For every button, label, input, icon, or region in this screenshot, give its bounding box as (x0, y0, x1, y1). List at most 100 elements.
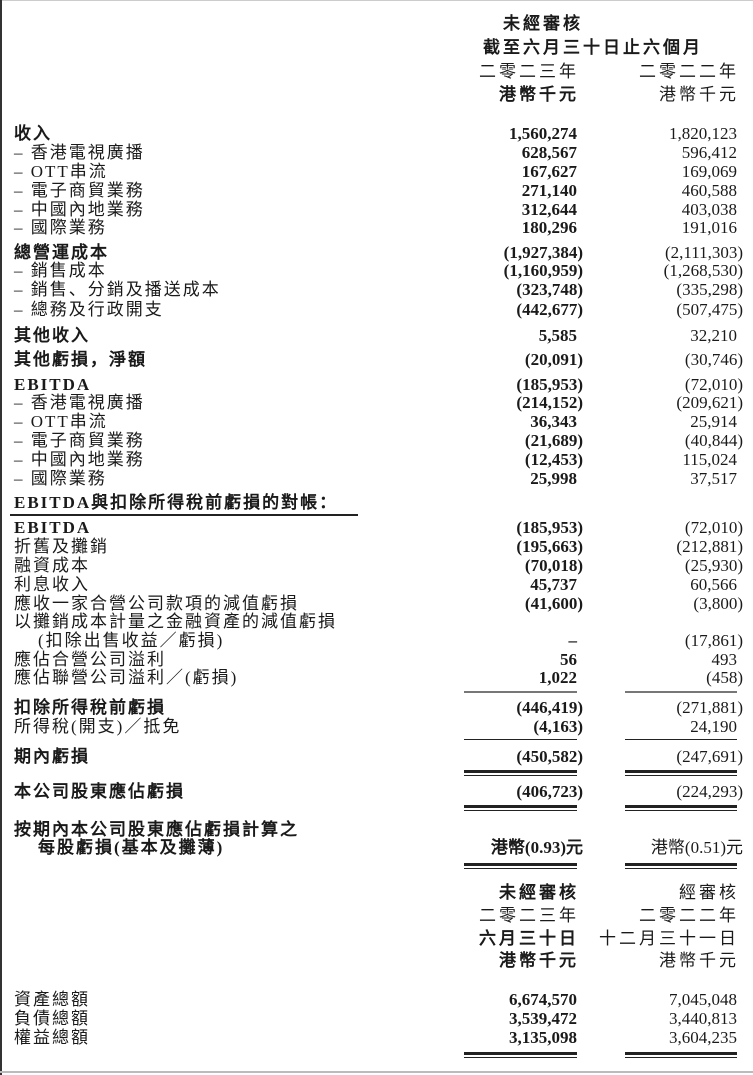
row-label: – 國際業務 (14, 469, 107, 488)
statement-row: 其他收入 5,585 32,210 (0, 326, 753, 346)
statement-row: 利息收入 45,737 60,566 (0, 575, 753, 595)
value-prior-period: 25,914 (690, 412, 737, 431)
statement-row: 應佔合營公司溢利 56 493 (0, 650, 753, 670)
value-current-period: 56 (560, 650, 577, 669)
value-prior-period: (335,298) (676, 280, 743, 299)
value-prior-period: (271,881) (676, 698, 743, 717)
value-current-period: (1,160,959) (503, 261, 583, 280)
statement-row: – 電子商貿業務 (21,689) (40,844) (0, 431, 753, 451)
value-current-period: (20,091) (524, 350, 583, 369)
value-prior-period: 37,517 (690, 469, 737, 488)
value-current-period: (195,663) (516, 537, 583, 556)
row-label: 負債總額 (14, 1009, 90, 1028)
statement-row: – 總務及行政開支 (442,677) (507,475) (0, 300, 753, 320)
value-current-period: (214,152) (516, 393, 583, 412)
row-label: – 香港電視廣播 (14, 393, 145, 412)
value-current-period: (450,582) (516, 747, 583, 766)
double-rule-thin (625, 810, 737, 811)
value-current-period: (442,677) (516, 300, 583, 319)
value-prior-period: 169,069 (681, 162, 737, 181)
value-prior-period: (1,268,530) (663, 261, 743, 280)
value-prior-period: 港幣(0.51)元 (650, 838, 743, 857)
statement-row: – 銷售、分銷及播送成本 (323,748) (335,298) (0, 280, 753, 300)
value-prior-period: 3,440,813 (669, 1009, 737, 1028)
balance-row: 權益總額 3,135,098 3,604,235 (0, 1028, 753, 1048)
statement-row: – 國際業務 25,998 37,517 (0, 469, 753, 489)
value-prior-period: 3,604,235 (669, 1028, 737, 1047)
balance-status-prior: 經審核 (679, 883, 739, 902)
row-label: 所得稅(開支)／抵免 (14, 717, 182, 736)
value-current-period: 25,998 (530, 469, 577, 488)
row-label: 扣除所得稅前虧損 (14, 698, 166, 717)
value-current-period: 6,674,570 (509, 990, 577, 1009)
statement-row: 扣除所得稅前虧損 (446,419) (271,881) (0, 698, 753, 718)
value-prior-period: (72,010) (684, 518, 743, 537)
row-label: 權益總額 (14, 1028, 90, 1047)
value-prior-period: (247,691) (676, 747, 743, 766)
row-label: 利息收入 (14, 575, 90, 594)
statement-row: – 中國內地業務 (12,453) 115,024 (0, 450, 753, 470)
row-label: EBITDA與扣除所得稅前虧損的對帳： (14, 493, 339, 512)
value-prior-period: 1,820,123 (669, 124, 737, 143)
statement-row: 按期內本公司股東應佔虧損計算之 (0, 820, 753, 840)
statement-row: – 國際業務 180,296 191,016 (0, 218, 753, 238)
statement-row: – OTT串流 36,343 25,914 (0, 412, 753, 432)
value-current-period: (21,689) (524, 431, 583, 450)
row-label: 收入 (14, 124, 52, 143)
balance-row: 資產總額 6,674,570 7,045,048 (0, 990, 753, 1010)
row-label: – 香港電視廣播 (14, 143, 145, 162)
row-label: – 國際業務 (14, 218, 107, 237)
row-label: – 電子商貿業務 (14, 431, 145, 450)
row-label: 資產總額 (14, 990, 90, 1009)
statement-row: 收入 1,560,274 1,820,123 (0, 124, 753, 144)
double-rule-thick (625, 863, 737, 866)
statement-row: 每股虧損(基本及攤薄) 港幣(0.93)元 港幣(0.51)元 (0, 838, 753, 858)
value-current-period: (41,600) (524, 594, 583, 613)
reconciliation-heading-underline (10, 514, 358, 516)
value-prior-period: 32,210 (690, 326, 737, 345)
value-prior-period: (458) (706, 668, 743, 687)
subtotal-rule (625, 691, 737, 693)
balance-year-current: 二零二三年 (479, 906, 579, 925)
subtotal-rule (464, 739, 577, 740)
value-current-period: (446,419) (516, 698, 583, 717)
page-left-border (0, 0, 2, 1075)
row-label: – OTT串流 (14, 162, 108, 181)
value-prior-period: (507,475) (676, 300, 743, 319)
header-unit-prior: 港幣千元 (659, 85, 739, 104)
value-current-period: (4,163) (533, 717, 583, 736)
double-rule-thick (464, 1052, 577, 1055)
value-prior-period: (25,930) (684, 556, 743, 575)
balance-date-prior: 十二月三十一日 (599, 929, 739, 948)
subtotal-rule (464, 691, 577, 693)
row-label: – 總務及行政開支 (14, 300, 164, 319)
header-year-prior: 二零二二年 (639, 62, 739, 81)
row-label: 每股虧損(基本及攤薄) (38, 838, 225, 857)
row-label: – 中國內地業務 (14, 200, 145, 219)
statement-row: 其他虧損，淨額 (20,091) (30,746) (0, 350, 753, 370)
value-prior-period: 596,412 (681, 143, 737, 162)
statement-row: EBITDA (185,953) (72,010) (0, 375, 753, 395)
row-label: 本公司股東應佔虧損 (14, 782, 185, 801)
statement-row: EBITDA (185,953) (72,010) (0, 518, 753, 538)
row-label: – 中國內地業務 (14, 450, 145, 469)
header-period: 截至六月三十日止六個月 (483, 38, 703, 57)
subtotal-rule (625, 739, 737, 740)
value-current-period: 港幣(0.93)元 (490, 838, 583, 857)
row-label: 期內虧損 (14, 747, 90, 766)
row-label: (扣除出售收益／虧損) (38, 631, 225, 650)
value-prior-period: (212,881) (676, 537, 743, 556)
header-year-current: 二零二三年 (479, 62, 579, 81)
value-current-period: 3,539,472 (509, 1009, 577, 1028)
statement-row: 期內虧損 (450,582) (247,691) (0, 747, 753, 767)
row-label: 總營運成本 (14, 243, 109, 262)
statement-row: – 香港電視廣播 (214,152) (209,621) (0, 393, 753, 413)
value-prior-period: 115,024 (682, 450, 737, 469)
value-current-period: (12,453) (524, 450, 583, 469)
value-current-period: (70,018) (524, 556, 583, 575)
value-current-period: 271,140 (521, 181, 577, 200)
value-current-period: (323,748) (516, 280, 583, 299)
value-prior-period: 493 (711, 650, 738, 669)
row-label: 其他虧損，淨額 (14, 350, 147, 369)
value-current-period: 628,567 (521, 143, 577, 162)
